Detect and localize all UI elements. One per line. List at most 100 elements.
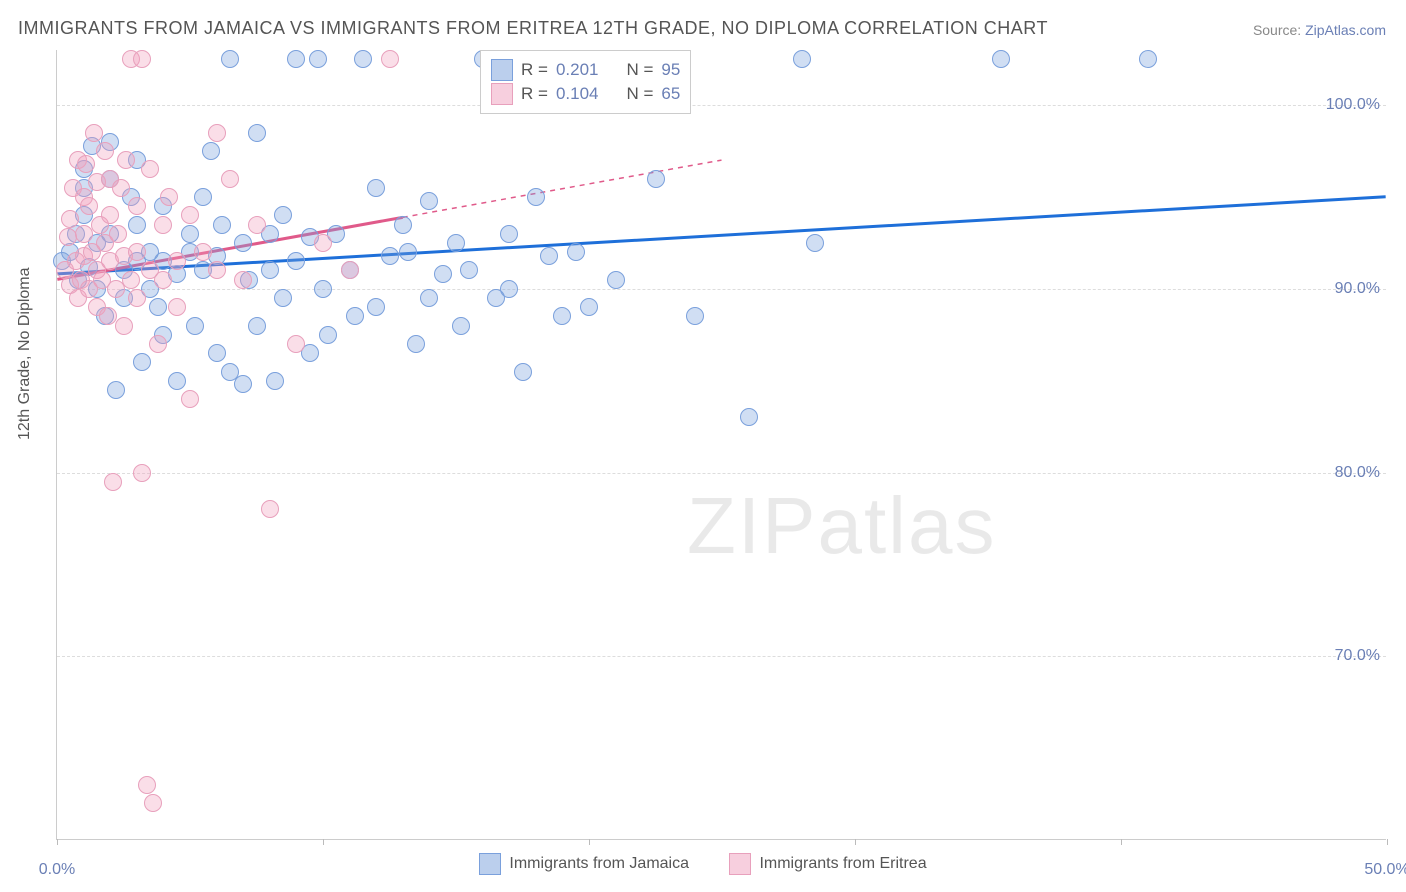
data-point [221,50,239,68]
data-point [261,500,279,518]
data-point [59,228,77,246]
y-tick-label: 100.0% [1326,96,1380,114]
data-point [314,280,332,298]
data-point [160,188,178,206]
data-point [274,289,292,307]
legend-item: Immigrants from Jamaica [479,853,689,875]
data-point [154,216,172,234]
n-label: N = [626,60,653,80]
data-point [168,252,186,270]
data-point [128,289,146,307]
data-point [128,243,146,261]
data-point [367,179,385,197]
data-point [112,179,130,197]
data-point [186,317,204,335]
plot-area: ZIPatlas 70.0%80.0%90.0%100.0%0.0%50.0% [56,50,1386,840]
data-point [104,473,122,491]
data-point [346,307,364,325]
trend-lines [57,50,1386,839]
data-point [149,298,167,316]
data-point [319,326,337,344]
legend-row-jamaica: R = 0.201 N = 95 [491,59,680,81]
data-point [122,271,140,289]
data-point [806,234,824,252]
data-point [420,192,438,210]
data-point [80,197,98,215]
y-tick-label: 70.0% [1335,647,1380,665]
source-attribution: Source: ZipAtlas.com [1253,22,1386,38]
x-tick [1387,839,1388,845]
data-point [266,372,284,390]
data-point [213,216,231,234]
data-point [85,124,103,142]
data-point [500,225,518,243]
data-point [447,234,465,252]
gridline [57,473,1386,474]
data-point [553,307,571,325]
data-point [287,50,305,68]
data-point [607,271,625,289]
data-point [138,776,156,794]
data-point [248,317,266,335]
y-tick-label: 90.0% [1335,280,1380,298]
data-point [460,261,478,279]
data-point [221,170,239,188]
data-point [540,247,558,265]
source-label: Source: [1253,22,1301,38]
data-point [367,298,385,316]
legend-label: Immigrants from Jamaica [509,855,689,873]
legend-item: Immigrants from Eritrea [729,853,926,875]
data-point [234,271,252,289]
data-point [248,124,266,142]
data-point [381,50,399,68]
data-point [234,234,252,252]
data-point [109,225,127,243]
data-point [580,298,598,316]
data-point [399,243,417,261]
data-point [407,335,425,353]
data-point [208,124,226,142]
gridline [57,289,1386,290]
watermark: ZIPatlas [687,480,996,572]
data-point [101,206,119,224]
data-point [567,243,585,261]
data-point [274,206,292,224]
data-point [208,261,226,279]
data-point [527,188,545,206]
data-point [133,50,151,68]
data-point [434,265,452,283]
legend-label: Immigrants from Eritrea [759,855,926,873]
data-point [500,280,518,298]
swatch-icon [491,83,513,105]
data-point [248,216,266,234]
data-point [181,390,199,408]
data-point [96,142,114,160]
data-point [686,307,704,325]
source-link[interactable]: ZipAtlas.com [1305,22,1386,38]
r-label: R = [521,60,548,80]
data-point [740,408,758,426]
data-point [394,216,412,234]
data-point [452,317,470,335]
data-point [793,50,811,68]
y-tick-label: 80.0% [1335,464,1380,482]
data-point [154,271,172,289]
data-point [141,160,159,178]
x-tick [1121,839,1122,845]
data-point [234,375,252,393]
data-point [381,247,399,265]
correlation-legend: R = 0.201 N = 95 R = 0.104 N = 65 [480,50,691,114]
x-tick [323,839,324,845]
swatch-icon [491,59,513,81]
data-point [181,225,199,243]
series-legend: Immigrants from Jamaica Immigrants from … [0,853,1406,880]
legend-row-eritrea: R = 0.104 N = 65 [491,83,680,105]
x-tick [855,839,856,845]
data-point [1139,50,1157,68]
data-point [420,289,438,307]
data-point [99,307,117,325]
data-point [75,225,93,243]
data-point [128,197,146,215]
data-point [992,50,1010,68]
chart-title: IMMIGRANTS FROM JAMAICA VS IMMIGRANTS FR… [18,18,1048,39]
